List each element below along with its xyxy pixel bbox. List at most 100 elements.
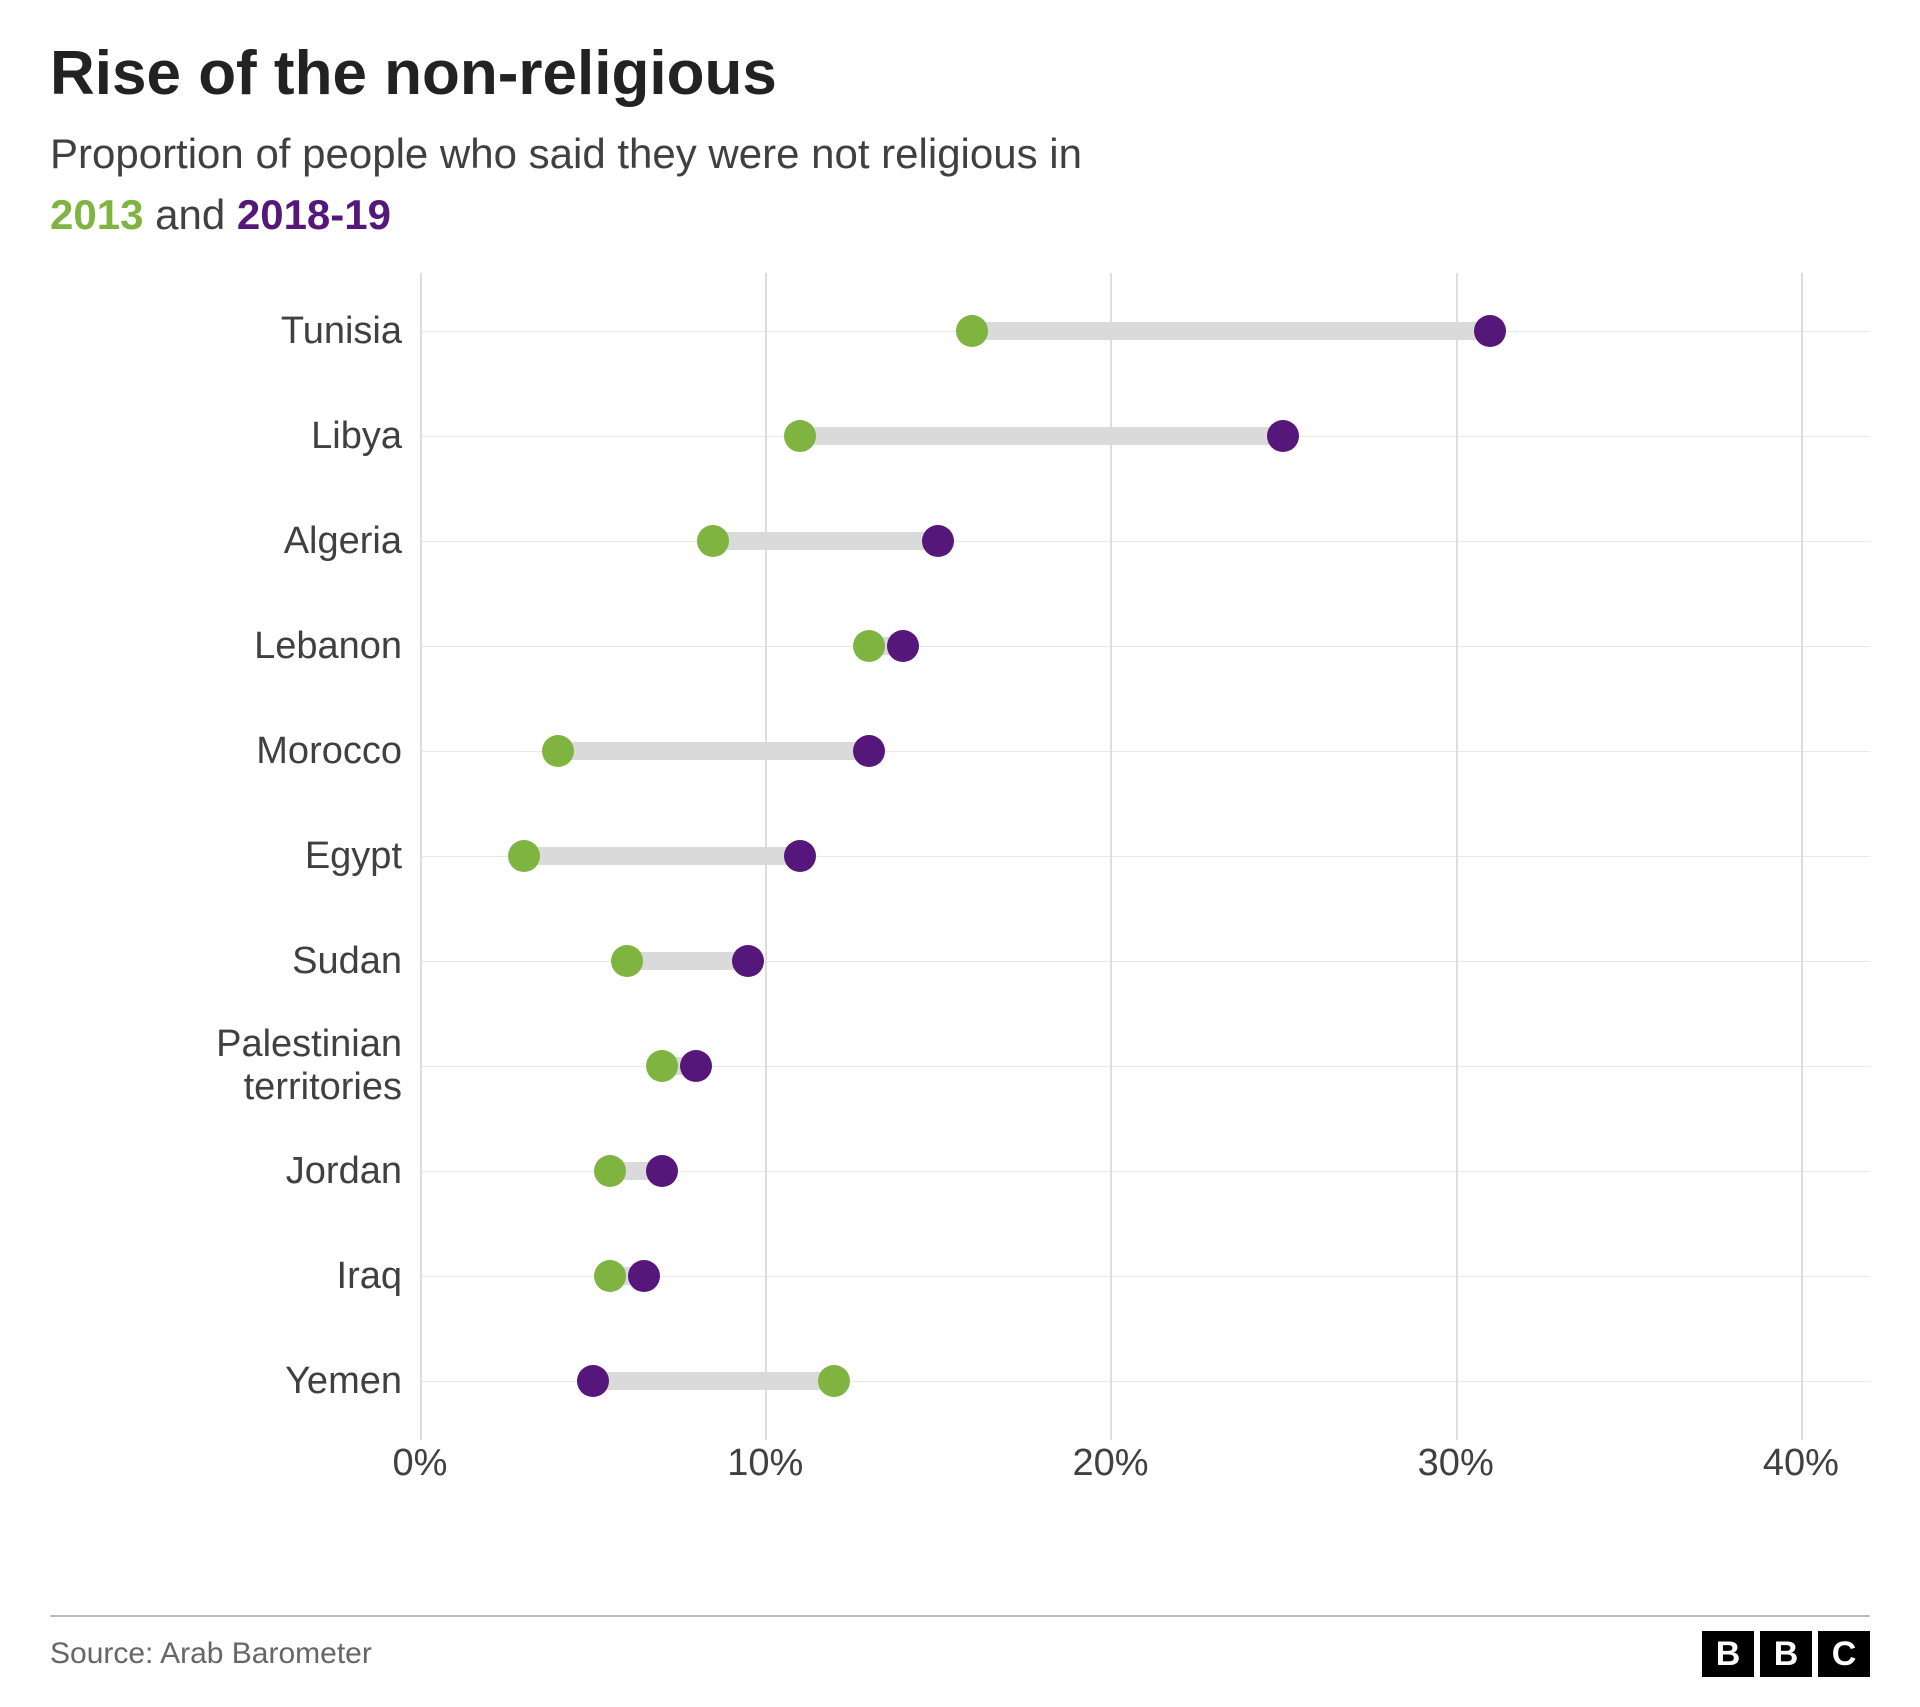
connector-bar	[558, 742, 869, 760]
data-row: Egypt	[50, 804, 1870, 909]
x-tick-label: 20%	[1072, 1442, 1148, 1485]
gridline	[420, 273, 422, 390]
gridline	[1801, 798, 1803, 915]
gridline	[420, 378, 422, 495]
bbc-logo-letter: B	[1702, 1631, 1754, 1677]
gridline	[420, 1113, 422, 1230]
x-axis-track: 0%10%20%30%40%	[420, 1434, 1870, 1494]
dot-2018	[646, 1155, 678, 1187]
dot-2013	[697, 525, 729, 557]
data-row: Tunisia	[50, 279, 1870, 384]
row-track	[420, 1224, 1870, 1329]
gridline	[765, 378, 767, 495]
dot-2018	[1474, 315, 1506, 347]
row-track	[420, 489, 1870, 594]
row-baseline	[420, 1066, 1870, 1067]
x-tick-label: 10%	[727, 1442, 803, 1485]
connector-bar	[627, 952, 748, 970]
gridline	[420, 1008, 422, 1125]
legend-and-text: and	[155, 191, 225, 238]
gridline	[1110, 1323, 1112, 1440]
gridline	[1110, 1008, 1112, 1125]
x-tick-mark	[1110, 1428, 1112, 1438]
chart-title: Rise of the non-religious	[50, 40, 1870, 108]
chart-container: Rise of the non-religious Proportion of …	[0, 0, 1920, 1707]
gridline	[1801, 1218, 1803, 1335]
gridline	[1456, 1323, 1458, 1440]
gridline	[420, 588, 422, 705]
dot-2013	[646, 1050, 678, 1082]
gridline	[1110, 588, 1112, 705]
row-label: Tunisia	[50, 310, 420, 354]
connector-bar	[713, 532, 937, 550]
connector-bar	[524, 847, 800, 865]
gridline	[1110, 483, 1112, 600]
gridline	[765, 273, 767, 390]
gridline	[765, 1218, 767, 1335]
row-label: Jordan	[50, 1150, 420, 1194]
x-tick-mark	[765, 1428, 767, 1438]
dot-2018	[887, 630, 919, 662]
dot-2013	[956, 315, 988, 347]
gridline	[1801, 273, 1803, 390]
row-label: Libya	[50, 415, 420, 459]
row-label: Lebanon	[50, 625, 420, 669]
data-row: Palestinian territories	[50, 1014, 1870, 1119]
row-track	[420, 1329, 1870, 1434]
data-row: Algeria	[50, 489, 1870, 594]
x-tick-label: 0%	[393, 1442, 448, 1485]
gridline	[420, 1218, 422, 1335]
data-row: Lebanon	[50, 594, 1870, 699]
gridline	[1456, 798, 1458, 915]
x-axis: 0%10%20%30%40%	[50, 1434, 1870, 1494]
gridline	[1456, 693, 1458, 810]
gridline	[1801, 1323, 1803, 1440]
row-track	[420, 804, 1870, 909]
gridline	[1801, 588, 1803, 705]
chart-subtitle: Proportion of people who said they were …	[50, 126, 1870, 183]
data-row: Libya	[50, 384, 1870, 489]
row-track	[420, 1119, 1870, 1224]
gridline	[765, 1113, 767, 1230]
x-tick-label: 40%	[1763, 1442, 1839, 1485]
row-label: Iraq	[50, 1255, 420, 1299]
row-label: Palestinian territories	[50, 1023, 420, 1110]
dot-2018	[732, 945, 764, 977]
connector-bar	[593, 1372, 835, 1390]
connector-bar	[972, 322, 1490, 340]
dot-2018	[1267, 420, 1299, 452]
row-label: Sudan	[50, 940, 420, 984]
chart-footer: Source: Arab Barometer BBC	[50, 1615, 1870, 1677]
row-baseline	[420, 541, 1870, 542]
dot-2013	[508, 840, 540, 872]
row-track	[420, 279, 1870, 384]
bbc-logo-letter: C	[1818, 1631, 1870, 1677]
row-label: Morocco	[50, 730, 420, 774]
bbc-logo-letter: B	[1760, 1631, 1812, 1677]
data-row: Sudan	[50, 909, 1870, 1014]
gridline	[1801, 1113, 1803, 1230]
gridline	[1456, 483, 1458, 600]
dot-2013	[784, 420, 816, 452]
gridline	[765, 903, 767, 1020]
gridline	[1801, 693, 1803, 810]
gridline	[1110, 1113, 1112, 1230]
dot-2013	[818, 1365, 850, 1397]
row-label: Yemen	[50, 1360, 420, 1404]
dot-2013	[594, 1260, 626, 1292]
gridline	[420, 798, 422, 915]
chart-legend: 2013 and 2018-19	[50, 191, 1870, 239]
row-track	[420, 1014, 1870, 1119]
legend-year-2013: 2013	[50, 191, 143, 238]
x-tick-mark	[1801, 1428, 1803, 1438]
data-row: Yemen	[50, 1329, 1870, 1434]
row-label: Egypt	[50, 835, 420, 879]
dot-2018	[922, 525, 954, 557]
gridline	[420, 1323, 422, 1440]
gridline	[1456, 378, 1458, 495]
gridline	[420, 903, 422, 1020]
plot-area: Tunisia Libya Algeria Lebanon Morocco Egypt Su…	[50, 279, 1870, 1434]
row-baseline	[420, 646, 1870, 647]
gridline	[1456, 588, 1458, 705]
data-row: Morocco	[50, 699, 1870, 804]
